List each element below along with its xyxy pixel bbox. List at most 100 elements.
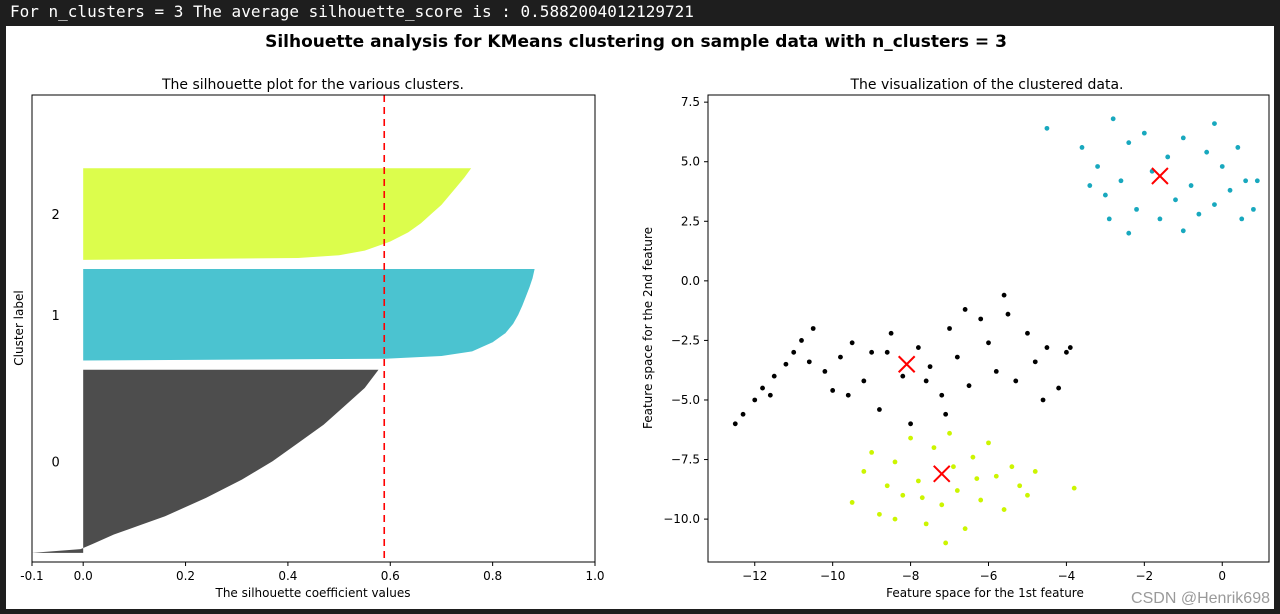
scatter-point — [830, 388, 836, 393]
scatter-point — [993, 473, 999, 479]
scatter-point — [1212, 202, 1217, 208]
scatter-point — [1141, 130, 1147, 136]
scatter-point — [732, 421, 738, 427]
silhouette-plot-shapes: 0 1 2 — [32, 95, 535, 562]
cluster-center-stroke — [1151, 167, 1169, 185]
scatter-point — [892, 516, 898, 522]
silhouette-xtick-label: 0.4 — [278, 569, 297, 583]
scatter-point — [1212, 121, 1217, 126]
scatter-plot-yticks: 7.5 5.0 2.5 0.0 −2.5 −5.0 −7.5 −10.0 — [663, 95, 708, 526]
scatter-plot-title: The visualization of the clustered data. — [850, 77, 1124, 93]
scatter-ytick-label: 2.5 — [681, 214, 700, 228]
scatter-point — [1235, 145, 1241, 150]
scatter-point — [1025, 330, 1030, 336]
silhouette-cluster-2-area — [83, 168, 472, 260]
scatter-point — [951, 464, 956, 470]
scatter-ytick-label: 7.5 — [681, 95, 700, 109]
scatter-point — [1064, 349, 1069, 355]
scatter-point — [1001, 507, 1007, 512]
scatter-point — [986, 340, 991, 346]
scatter-point — [978, 497, 984, 503]
scatter-point — [954, 354, 960, 360]
scatter-xtick-label: −6 — [980, 569, 998, 583]
scatter-point — [1243, 178, 1249, 184]
scatter-point — [1071, 485, 1077, 491]
scatter-xtick-label: −4 — [1058, 569, 1076, 583]
scatter-point — [849, 340, 855, 346]
scatter-plot-points — [732, 116, 1260, 546]
watermark: CSDN @Henrik698 — [1131, 590, 1270, 607]
scatter-point — [869, 349, 875, 355]
scatter-point — [892, 459, 898, 465]
scatter-point — [1180, 135, 1186, 141]
scatter-point — [943, 540, 949, 546]
scatter-ytick-label: −2.5 — [671, 333, 700, 347]
scatter-point — [1126, 230, 1132, 236]
scatter-plot-frame — [707, 94, 1270, 563]
scatter-point — [1227, 187, 1233, 193]
silhouette-cluster-label: 2 — [51, 208, 59, 223]
scatter-point — [861, 469, 867, 474]
scatter-point — [1009, 464, 1015, 470]
scatter-point — [888, 330, 894, 336]
scatter-point — [838, 354, 843, 360]
scatter-point — [752, 397, 758, 403]
scatter-point — [943, 411, 949, 417]
silhouette-plot-xticks: -0.1 0.0 0.2 0.4 0.6 0.8 1.0 — [20, 562, 605, 583]
scatter-point — [1017, 483, 1023, 489]
scatter-point — [915, 345, 921, 350]
scatter-xtick-label: −10 — [820, 569, 845, 583]
scatter-point — [900, 492, 906, 498]
scatter-point — [927, 364, 933, 370]
cluster-center-stroke — [933, 465, 951, 483]
scatter-point — [908, 421, 913, 427]
scatter-point — [799, 338, 804, 343]
scatter-point — [1126, 140, 1132, 146]
scatter-point — [931, 445, 937, 451]
scatter-ytick-label: 5.0 — [681, 155, 700, 169]
scatter-point — [771, 373, 777, 379]
scatter-point — [919, 495, 925, 501]
scatter-point — [1079, 145, 1085, 150]
scatter-point — [962, 526, 968, 532]
scatter-plot-axes: The visualization of the clustered data.… — [641, 77, 1270, 600]
scatter-ytick-label: 0.0 — [681, 274, 700, 288]
cluster-center-marker — [897, 355, 916, 373]
figure-suptitle: Silhouette analysis for KMeans clusterin… — [265, 32, 1007, 52]
scatter-xtick-label: −12 — [742, 569, 767, 583]
scatter-point — [923, 521, 929, 527]
scatter-point — [939, 502, 945, 508]
scatter-plot-centers — [897, 167, 1169, 483]
scatter-point — [1106, 216, 1112, 222]
scatter-point — [1005, 311, 1011, 317]
scatter-point — [806, 359, 812, 365]
scatter-point — [993, 368, 999, 374]
scatter-point — [1040, 397, 1046, 403]
silhouette-xtick-label: 0.6 — [381, 569, 400, 583]
scatter-point — [1134, 206, 1139, 212]
scatter-point — [1118, 178, 1124, 184]
scatter-point — [1204, 149, 1210, 155]
scatter-point — [1095, 164, 1100, 169]
scatter-point — [1102, 192, 1108, 198]
silhouette-plot-title: The silhouette plot for the various clus… — [161, 77, 464, 93]
scatter-point — [1032, 469, 1038, 474]
scatter-point — [1110, 116, 1116, 122]
silhouette-xtick-label: 1.0 — [585, 569, 604, 583]
silhouette-cluster-0-area — [32, 369, 379, 553]
silhouette-xtick-label: 0.0 — [74, 569, 93, 583]
cluster-center-stroke — [897, 355, 916, 373]
silhouette-plot-xlabel: The silhouette coefficient values — [215, 586, 411, 600]
scatter-point — [783, 361, 789, 367]
scatter-point — [1044, 125, 1050, 131]
scatter-ytick-label: −10.0 — [663, 512, 700, 526]
scatter-point — [845, 392, 851, 398]
silhouette-cluster-1-area — [83, 268, 535, 361]
scatter-point — [915, 478, 921, 484]
scatter-point — [861, 378, 867, 384]
scatter-point — [810, 326, 816, 331]
scatter-point — [1056, 385, 1062, 391]
silhouette-xtick-label: 0.2 — [176, 569, 195, 583]
scatter-point — [822, 368, 828, 374]
scatter-point — [869, 449, 875, 455]
